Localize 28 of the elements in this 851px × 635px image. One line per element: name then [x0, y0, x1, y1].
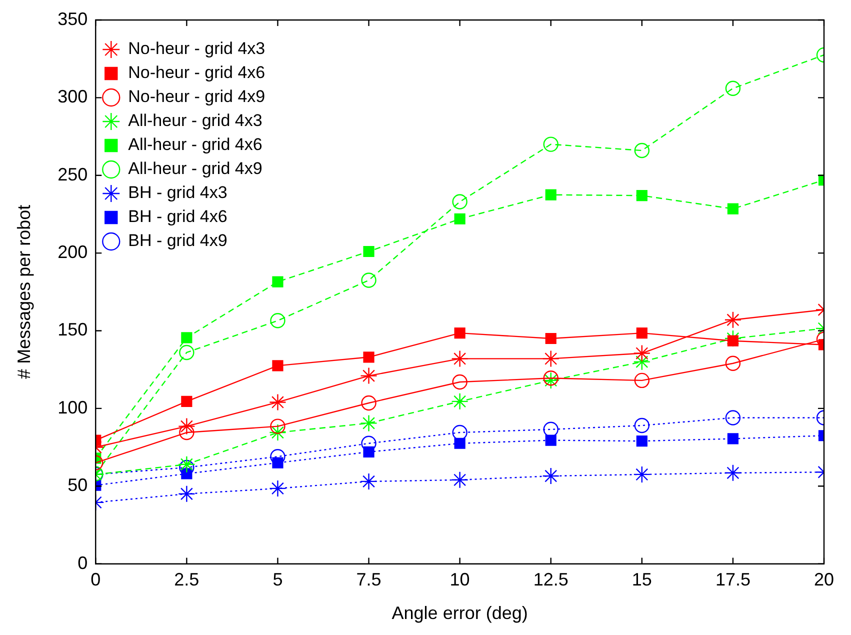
legend-label: No-heur - grid 4x6	[128, 63, 266, 82]
legend-label: BH - grid 4x6	[128, 207, 228, 226]
y-tick-label: 250	[58, 164, 88, 184]
legend-label: All-heur - grid 4x6	[128, 135, 262, 154]
x-tick-label: 5	[272, 570, 283, 590]
legend-label: All-heur - grid 4x3	[128, 111, 262, 130]
x-tick-label: 20	[814, 570, 834, 590]
y-axis-title: # Messages per robot	[14, 204, 34, 379]
x-tick-label: 15	[632, 570, 652, 590]
legend-label: BH - grid 4x9	[128, 231, 228, 250]
x-tick-label: 12.5	[533, 570, 568, 590]
x-tick-label: 0	[90, 570, 101, 590]
x-tick-label: 10	[450, 570, 470, 590]
y-tick-label: 200	[58, 242, 88, 262]
x-axis-title: Angle error (deg)	[392, 603, 528, 624]
x-tick-label: 7.5	[356, 570, 382, 590]
y-tick-label: 150	[58, 320, 88, 340]
legend-label: No-heur - grid 4x3	[128, 39, 266, 58]
x-tick-label: 2.5	[174, 570, 200, 590]
y-tick-label: 350	[58, 8, 88, 29]
legend-label: All-heur - grid 4x9	[128, 159, 262, 178]
y-tick-label: 0	[78, 552, 88, 573]
x-tick-label: 17.5	[715, 570, 750, 590]
legend-label: No-heur - grid 4x9	[128, 87, 266, 106]
legend-label: BH - grid 4x3	[128, 183, 228, 202]
y-tick-label: 300	[58, 86, 88, 107]
y-tick-label: 50	[68, 475, 88, 496]
y-tick-label: 100	[58, 397, 88, 418]
